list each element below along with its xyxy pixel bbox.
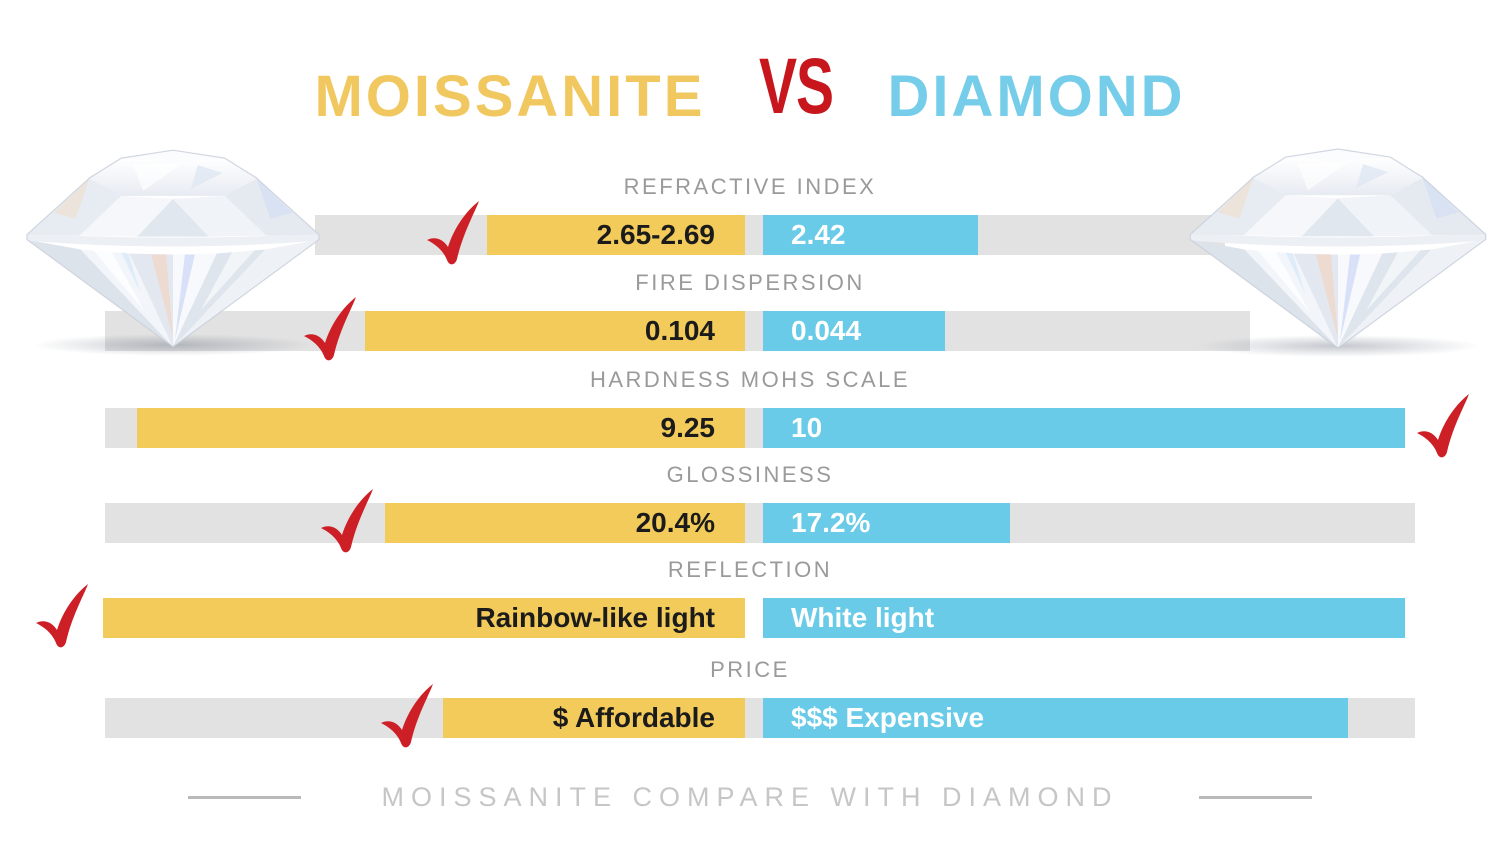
checkmark-icon <box>321 489 373 553</box>
checkmark-icon <box>381 684 433 748</box>
comparison-row-1: FIRE DISPERSION 0.104 0.044 <box>0 0 1500 361</box>
moissanite-bar: 0.104 <box>365 311 745 351</box>
moissanite-gem-image <box>24 143 322 357</box>
footer: MOISSANITE COMPARE WITH DIAMOND <box>0 782 1500 812</box>
row-label: GLOSSINESS <box>666 462 834 487</box>
footer-left-line <box>188 795 302 799</box>
moissanite-bar: Rainbow-like light <box>103 598 745 638</box>
diamond-bar: White light <box>763 598 1405 638</box>
moissanite-bar: $ Affordable <box>443 698 745 738</box>
diamond-bar: 0.044 <box>763 311 945 351</box>
footer-caption: MOISSANITE COMPARE WITH DIAMOND <box>381 782 1119 812</box>
comparison-row-5: PRICE $ Affordable $$$ Expensive <box>0 0 1500 748</box>
bar-track <box>105 503 1415 543</box>
diamond-gem-image <box>1185 142 1491 358</box>
row-label: PRICE <box>710 657 790 682</box>
row-label: FIRE DISPERSION <box>635 270 865 295</box>
comparison-row-4: REFLECTION Rainbow-like light White light <box>0 0 1500 648</box>
title-diamond: DIAMOND <box>887 64 1186 129</box>
moissanite-bar: 2.65-2.69 <box>487 215 745 255</box>
checkmark-icon <box>304 297 356 361</box>
diamond-bar: 17.2% <box>763 503 1010 543</box>
checkmark-icon <box>1417 394 1469 458</box>
comparison-row-2: HARDNESS MOHS SCALE 9.25 10 <box>0 0 1500 458</box>
comparison-row-3: GLOSSINESS 20.4% 17.2% <box>0 0 1500 553</box>
footer-right-line <box>1198 795 1312 799</box>
title-vs: VS <box>759 41 834 130</box>
diamond-bar: $$$ Expensive <box>763 698 1348 738</box>
diamond-bar: 2.42 <box>763 215 978 255</box>
title-moissanite: MOISSANITE <box>314 64 706 129</box>
page-title: MOISSANITE VS DIAMOND <box>0 46 1500 129</box>
row-label: HARDNESS MOHS SCALE <box>589 367 911 392</box>
diamond-bar: 10 <box>763 408 1405 448</box>
comparison-row-0: REFRACTIVE INDEX 2.65-2.69 2.42 <box>0 0 1500 265</box>
moissanite-bar: 9.25 <box>137 408 745 448</box>
checkmark-icon <box>36 584 88 648</box>
checkmark-icon <box>427 201 479 265</box>
row-label: REFRACTIVE INDEX <box>623 174 877 199</box>
moissanite-bar: 20.4% <box>385 503 745 543</box>
row-label: REFLECTION <box>667 557 833 582</box>
